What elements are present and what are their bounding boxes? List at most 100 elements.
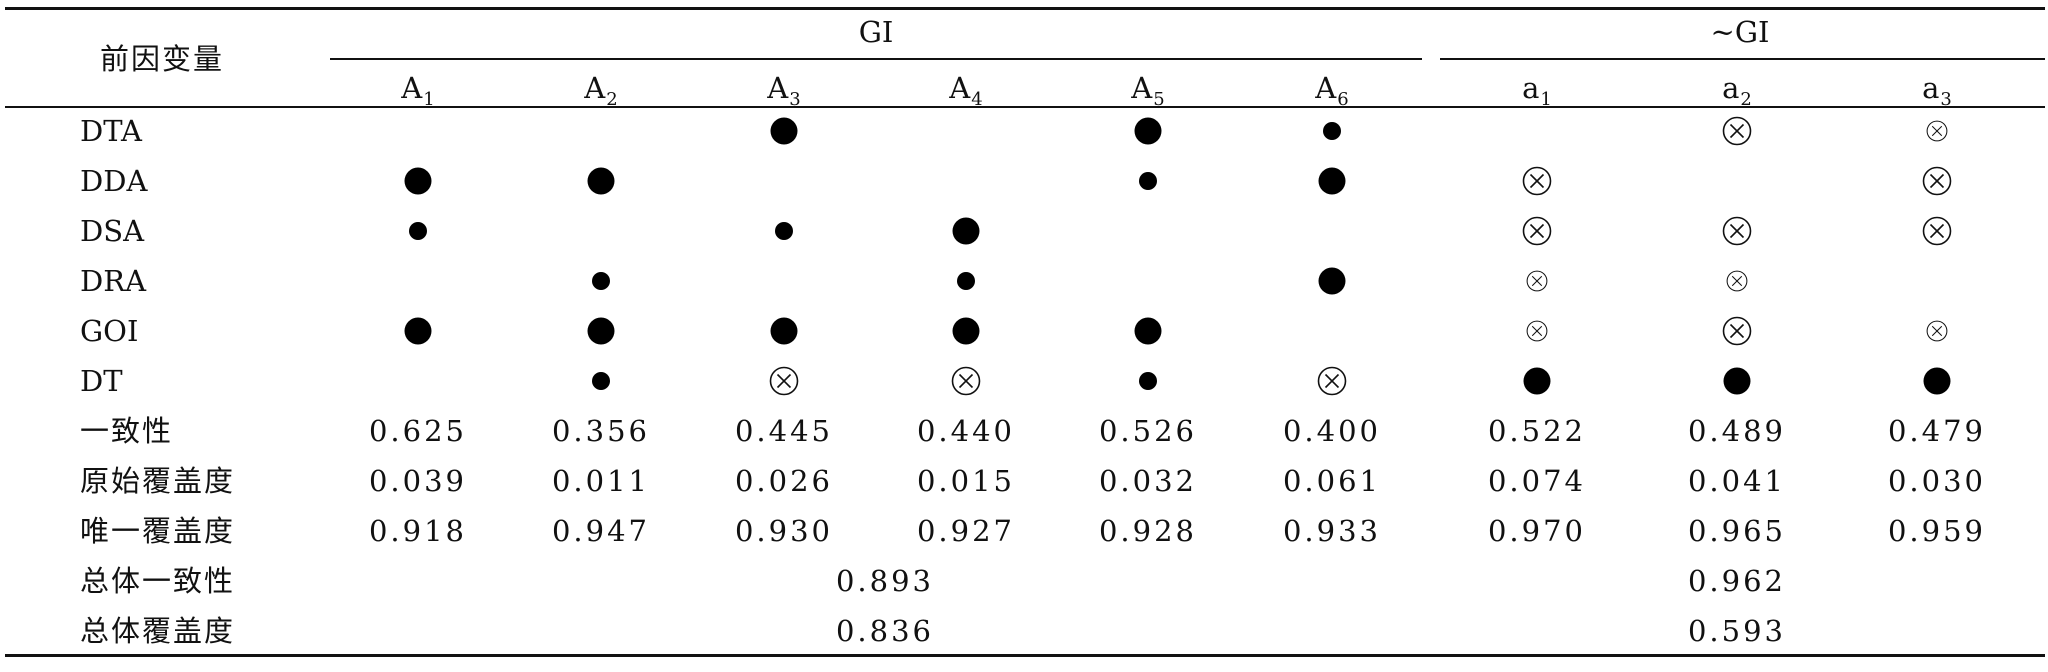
- metric-value: 0.927: [916, 514, 1016, 548]
- metric-value: 0.918: [368, 514, 468, 548]
- large-filled-circle-icon: [1134, 117, 1162, 145]
- overall-gi-value: 0.836: [835, 614, 935, 648]
- metric-value: 0.445: [734, 414, 834, 448]
- metric-label: 一致性: [80, 414, 174, 448]
- metric-value: 0.970: [1487, 514, 1587, 548]
- gi-group-header: GI: [858, 15, 894, 49]
- column-header-base: A: [1131, 71, 1153, 105]
- metric-value: 0.011: [551, 464, 651, 498]
- small-circled-x-icon: [1926, 120, 1948, 142]
- large-filled-circle-icon: [1523, 367, 1551, 395]
- small-filled-circle-icon: [592, 272, 610, 290]
- antecedent-header: 前因变量: [100, 42, 225, 76]
- small-circled-x-icon: [1926, 320, 1948, 342]
- column-header-base: A: [949, 71, 971, 105]
- large-filled-circle-icon: [404, 167, 432, 195]
- metric-value: 0.015: [916, 464, 1016, 498]
- large-circled-x-icon: [1922, 216, 1952, 246]
- large-filled-circle-icon: [587, 167, 615, 195]
- small-filled-circle-icon: [775, 222, 793, 240]
- large-circled-x-icon: [1522, 166, 1552, 196]
- large-circled-x-icon: [1722, 216, 1752, 246]
- metric-value: 0.489: [1687, 414, 1787, 448]
- column-header-A2: A2: [584, 71, 617, 117]
- column-header-subscript: 2: [1740, 89, 1752, 110]
- large-filled-circle-icon: [1723, 367, 1751, 395]
- top-rule: [5, 7, 2045, 10]
- column-header-subscript: 6: [1337, 89, 1349, 110]
- large-filled-circle-icon: [1318, 167, 1346, 195]
- column-header-A5: A5: [1131, 71, 1164, 117]
- large-circled-x-icon: [769, 366, 799, 396]
- large-filled-circle-icon: [952, 217, 980, 245]
- overall-label: 总体覆盖度: [80, 614, 236, 648]
- small-circled-x-icon: [1726, 270, 1748, 292]
- large-filled-circle-icon: [952, 317, 980, 345]
- metric-value: 0.356: [551, 414, 651, 448]
- row-label-dta: DTA: [80, 114, 142, 148]
- metric-value: 0.933: [1282, 514, 1382, 548]
- column-header-base: a: [1522, 71, 1540, 105]
- column-header-subscript: 2: [606, 89, 618, 110]
- column-header-base: A: [1315, 71, 1337, 105]
- row-label-dda: DDA: [80, 164, 148, 198]
- overall-not-gi-value: 0.962: [1687, 564, 1787, 598]
- metric-value: 0.032: [1098, 464, 1198, 498]
- not-gi-group-rule: [1440, 58, 2045, 60]
- metric-value: 0.074: [1487, 464, 1587, 498]
- large-circled-x-icon: [951, 366, 981, 396]
- row-label-goi: GOI: [80, 314, 139, 348]
- metric-value: 0.479: [1887, 414, 1987, 448]
- column-header-a3: a3: [1922, 71, 1952, 117]
- gi-group-rule: [330, 58, 1422, 60]
- metric-value: 0.625: [368, 414, 468, 448]
- column-header-subscript: 4: [971, 89, 983, 110]
- metric-value: 0.965: [1687, 514, 1787, 548]
- metric-value: 0.041: [1687, 464, 1787, 498]
- large-circled-x-icon: [1922, 166, 1952, 196]
- large-circled-x-icon: [1317, 366, 1347, 396]
- overall-gi-value: 0.893: [835, 564, 935, 598]
- small-circled-x-icon: [1526, 320, 1548, 342]
- large-filled-circle-icon: [587, 317, 615, 345]
- metric-value: 0.400: [1282, 414, 1382, 448]
- column-header-subscript: 5: [1153, 89, 1165, 110]
- metric-value: 0.026: [734, 464, 834, 498]
- large-circled-x-icon: [1722, 316, 1752, 346]
- metric-value: 0.930: [734, 514, 834, 548]
- column-header-a1: a1: [1522, 71, 1552, 117]
- column-header-base: A: [767, 71, 789, 105]
- large-filled-circle-icon: [1318, 267, 1346, 295]
- column-header-base: A: [584, 71, 606, 105]
- large-filled-circle-icon: [770, 117, 798, 145]
- column-header-subscript: 3: [789, 89, 801, 110]
- column-header-subscript: 1: [423, 89, 435, 110]
- metric-value: 0.526: [1098, 414, 1198, 448]
- column-header-A1: A1: [401, 71, 434, 117]
- column-header-a2: a2: [1722, 71, 1752, 117]
- metric-label: 唯一覆盖度: [80, 514, 236, 548]
- column-header-subscript: 1: [1540, 89, 1552, 110]
- metric-value: 0.947: [551, 514, 651, 548]
- header-bottom-rule: [5, 106, 2045, 108]
- small-circled-x-icon: [1526, 270, 1548, 292]
- metric-value: 0.959: [1887, 514, 1987, 548]
- column-header-subscript: 3: [1940, 89, 1952, 110]
- small-filled-circle-icon: [957, 272, 975, 290]
- large-filled-circle-icon: [1134, 317, 1162, 345]
- row-label-dsa: DSA: [80, 214, 145, 248]
- small-filled-circle-icon: [1139, 172, 1157, 190]
- metric-value: 0.928: [1098, 514, 1198, 548]
- bottom-rule: [5, 654, 2045, 657]
- small-filled-circle-icon: [592, 372, 610, 390]
- small-filled-circle-icon: [1139, 372, 1157, 390]
- metric-value: 0.440: [916, 414, 1016, 448]
- overall-not-gi-value: 0.593: [1687, 614, 1787, 648]
- column-header-A4: A4: [949, 71, 982, 117]
- large-filled-circle-icon: [1923, 367, 1951, 395]
- large-circled-x-icon: [1722, 116, 1752, 146]
- small-filled-circle-icon: [1323, 122, 1341, 140]
- column-header-base: a: [1922, 71, 1940, 105]
- column-header-base: A: [401, 71, 423, 105]
